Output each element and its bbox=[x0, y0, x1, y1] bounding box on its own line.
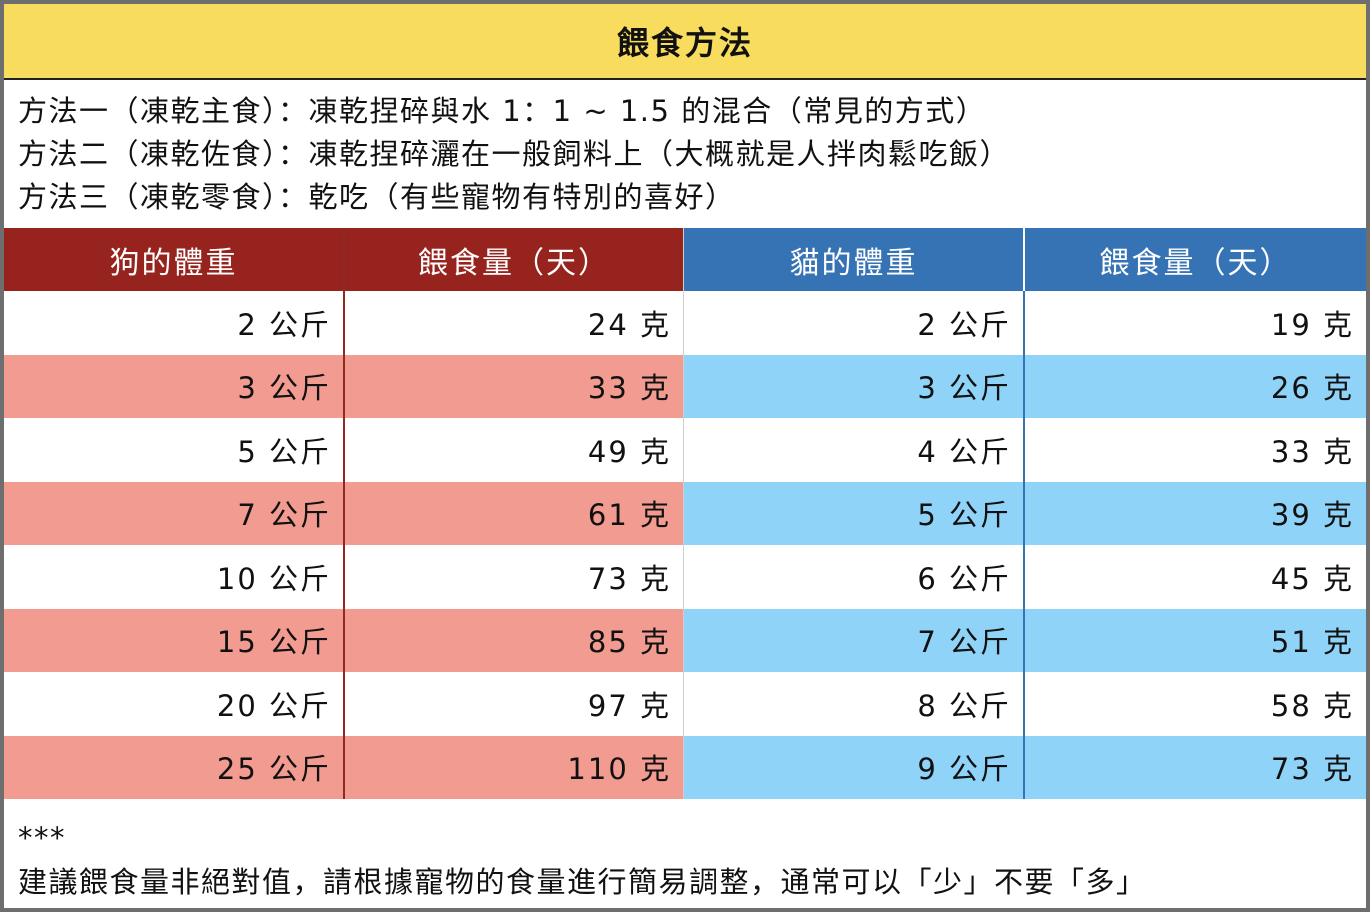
dog-feeding-cell: 24 克 bbox=[345, 291, 684, 355]
header-cat-feeding: 餵食量（天） bbox=[1025, 228, 1366, 291]
table-row: 5 公斤 49 克 4 公斤 33 克 bbox=[4, 418, 1366, 482]
cat-weight-cell: 3 公斤 bbox=[684, 354, 1025, 418]
header-cat-weight: 貓的體重 bbox=[684, 228, 1025, 291]
cat-feeding-cell: 19 克 bbox=[1025, 291, 1366, 355]
method-line: 方法二（凍乾佐食）：凍乾捏碎灑在一般飼料上（大概就是人拌肉鬆吃飯） bbox=[18, 137, 1011, 171]
table-row: 25 公斤 110 克 9 公斤 73 克 bbox=[4, 735, 1366, 799]
table-header: 狗的體重 餵食量（天） 貓的體重 餵食量（天） bbox=[4, 228, 1366, 291]
table-row: 20 公斤 97 克 8 公斤 58 克 bbox=[4, 672, 1366, 736]
dog-weight-cell: 5 公斤 bbox=[4, 418, 345, 482]
cat-feeding-cell: 33 克 bbox=[1025, 418, 1366, 482]
cat-weight-cell: 6 公斤 bbox=[684, 545, 1025, 609]
page-title: 餵食方法 bbox=[4, 4, 1366, 80]
cat-feeding-cell: 58 克 bbox=[1025, 672, 1366, 736]
feeding-table: 2 公斤 24 克 2 公斤 19 克 3 公斤 33 克 3 公斤 26 克 … bbox=[4, 291, 1366, 799]
cat-feeding-cell: 51 克 bbox=[1025, 608, 1366, 672]
dog-feeding-cell: 33 克 bbox=[345, 354, 684, 418]
cat-weight-cell: 2 公斤 bbox=[684, 291, 1025, 355]
footer-text: 建議餵食量非絕對值，請根據寵物的食量進行簡易調整，通常可以「少」不要「多」 bbox=[18, 865, 1147, 899]
table-row: 3 公斤 33 克 3 公斤 26 克 bbox=[4, 354, 1366, 418]
header-dog-feeding: 餵食量（天） bbox=[345, 228, 684, 291]
table-row: 2 公斤 24 克 2 公斤 19 克 bbox=[4, 291, 1366, 355]
dog-weight-cell: 15 公斤 bbox=[4, 608, 345, 672]
dog-weight-cell: 3 公斤 bbox=[4, 354, 345, 418]
dog-weight-cell: 20 公斤 bbox=[4, 672, 345, 736]
cat-feeding-cell: 39 克 bbox=[1025, 481, 1366, 545]
dog-weight-cell: 10 公斤 bbox=[4, 545, 345, 609]
cat-weight-cell: 9 公斤 bbox=[684, 735, 1025, 799]
dog-feeding-cell: 97 克 bbox=[345, 672, 684, 736]
footer-marker: *** bbox=[18, 821, 66, 855]
cat-feeding-cell: 45 克 bbox=[1025, 545, 1366, 609]
header-dog-weight: 狗的體重 bbox=[4, 228, 345, 291]
cat-weight-cell: 7 公斤 bbox=[684, 608, 1025, 672]
dog-weight-cell: 2 公斤 bbox=[4, 291, 345, 355]
table-row: 7 公斤 61 克 5 公斤 39 克 bbox=[4, 481, 1366, 545]
dog-feeding-cell: 85 克 bbox=[345, 608, 684, 672]
dog-weight-cell: 25 公斤 bbox=[4, 735, 345, 799]
cat-feeding-cell: 73 克 bbox=[1025, 735, 1366, 799]
methods-list: 方法一（凍乾主食）：凍乾捏碎與水 1：1 ~ 1.5 的混合（常見的方式） 方法… bbox=[18, 90, 1358, 219]
footer-note: *** 建議餵食量非絕對值，請根據寵物的食量進行簡易調整，通常可以「少」不要「多… bbox=[18, 816, 1358, 904]
dog-feeding-cell: 73 克 bbox=[345, 545, 684, 609]
dog-feeding-cell: 110 克 bbox=[345, 735, 684, 799]
method-line: 方法三（凍乾零食）：乾吃（有些寵物有特別的喜好） bbox=[18, 180, 736, 214]
cat-weight-cell: 8 公斤 bbox=[684, 672, 1025, 736]
table-row: 15 公斤 85 克 7 公斤 51 克 bbox=[4, 608, 1366, 672]
cat-feeding-cell: 26 克 bbox=[1025, 354, 1366, 418]
dog-feeding-cell: 49 克 bbox=[345, 418, 684, 482]
dog-feeding-cell: 61 克 bbox=[345, 481, 684, 545]
dog-weight-cell: 7 公斤 bbox=[4, 481, 345, 545]
table-row: 10 公斤 73 克 6 公斤 45 克 bbox=[4, 545, 1366, 609]
cat-weight-cell: 5 公斤 bbox=[684, 481, 1025, 545]
method-line: 方法一（凍乾主食）：凍乾捏碎與水 1：1 ~ 1.5 的混合（常見的方式） bbox=[18, 94, 987, 128]
cat-weight-cell: 4 公斤 bbox=[684, 418, 1025, 482]
